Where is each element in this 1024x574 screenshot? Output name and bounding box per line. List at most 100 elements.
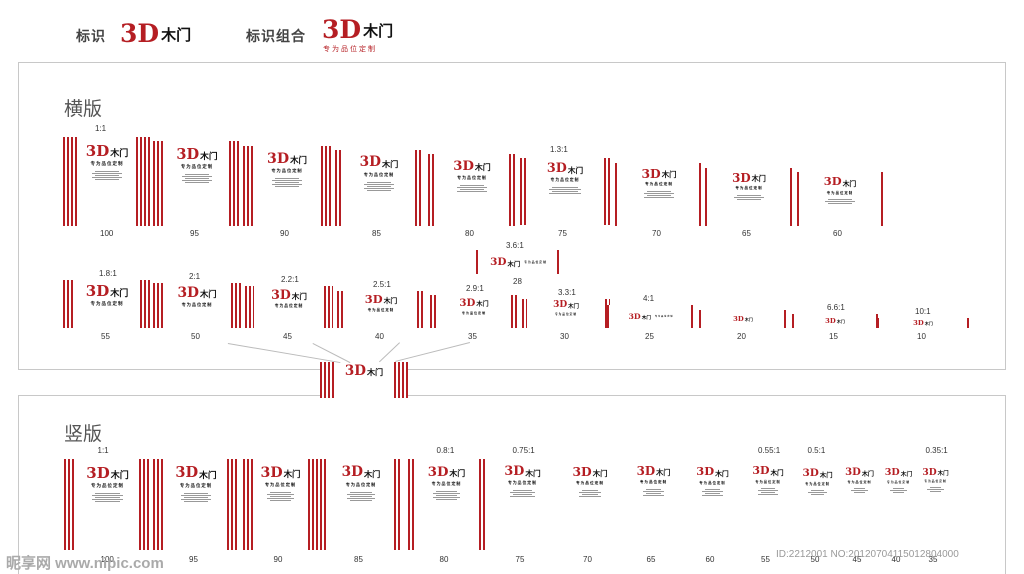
h-board-25-logo-3d: 3D (628, 311, 641, 321)
h-board-95-content: 3D 木门 专为品位定制 (165, 141, 229, 226)
h-board-95: 3D 木门 专为品位定制 (153, 141, 241, 226)
h-board-15-content: 3D 木门 (794, 314, 876, 328)
v-board-65-logo-door: 木门 (656, 469, 671, 478)
h-board-60-logo-3d: 3D (823, 174, 842, 189)
h-board-100-text-line (91, 177, 123, 179)
h-board-95-tagline: 专为品位定制 (180, 164, 214, 170)
v-board-70-logo-3d: 3D (572, 464, 592, 480)
v-board-90-stripes-left (243, 459, 253, 550)
v-board-65-text-line (645, 489, 662, 491)
h-board-30-tagline: 专为品位定制 (554, 313, 578, 317)
h-board-70-logo-door: 木门 (661, 170, 677, 180)
v-board-90-text-line (270, 492, 291, 494)
h-board-30-logo-3d: 3D (553, 300, 568, 311)
h-board-80-content: 3D 木门 专为品位定制 (435, 154, 509, 226)
h-size-65: 65 (742, 229, 751, 238)
h-board-extra-stripes-left (476, 250, 480, 274)
watermark-right: ID:2212001 NO:20120704115012804000 (776, 549, 959, 560)
h-board-80-stripes-right (509, 154, 516, 226)
h-board-25: 3D 木门 专为品位定制 (607, 305, 695, 328)
h-board-75-stripes-right (604, 158, 610, 225)
v-board-100: 3D 木门 专为品位定制 (64, 459, 151, 550)
h-board-95-text-line (181, 176, 213, 178)
v-board-70-logo-door: 木门 (592, 468, 608, 478)
combo-logo-door: 木门 (363, 23, 394, 40)
v-board-100-stripes-left (64, 459, 76, 550)
h-board-75-text-lines (549, 187, 581, 195)
h-board-85-content: 3D 木门 专为品位定制 (343, 150, 415, 226)
h-board-40-stripes-left (337, 291, 345, 328)
h-board-75-logo: 3D 木门 (547, 163, 583, 176)
h-board-45-stripes-left (245, 286, 254, 328)
v-size-60: 60 (705, 555, 715, 564)
v-board-100-text-line (92, 499, 123, 501)
h-board-40-logo: 3D 木门 (364, 291, 397, 306)
v-board-60-text-line (701, 494, 724, 496)
h-board-100-logo-door: 木门 (110, 148, 129, 159)
h-board-55-tagline: 专为品位定制 (90, 300, 124, 306)
h-board-10-logo: 3D 木门 (913, 320, 933, 327)
v-board-80-stripes-left (408, 459, 414, 550)
h-board-45: 3D 木门 专为品位定制 (245, 286, 333, 328)
v-board-95-text-line (180, 498, 212, 500)
h-board-60-text-line (827, 198, 853, 200)
h-board-60-content: 3D 木门 专为品位定制 (799, 172, 881, 226)
h-board-55-stripes-left (63, 280, 74, 328)
h-board-extra-content: 3D 木门 专为品位定制 (480, 250, 557, 274)
v-board-55-logo: 3D 木门 (752, 465, 783, 477)
h-board-70: 3D 木门 专为品位定制 (615, 163, 703, 226)
h-board-75-tagline: 专为品位定制 (550, 178, 580, 183)
v-board-95-text-lines (180, 492, 212, 502)
h-board-40-logo-3d: 3D (364, 291, 383, 306)
h-board-45-logo: 3D 木门 (271, 289, 307, 302)
v-board-90-text-line (267, 498, 294, 500)
v-size-40: 40 (891, 555, 901, 564)
v-board-60-text-line (701, 490, 724, 492)
h-board-detail-stripes-left (320, 362, 334, 398)
h-board-25-logo: 3D 木门 (629, 313, 652, 321)
v-board-80-text-line (435, 499, 458, 501)
v-board-75-content: 3D 木门 专为品位定制 (489, 459, 556, 550)
h-board-25-stripes-left (607, 305, 611, 328)
horizontal-title: 横版 (64, 99, 103, 120)
h-board-65-content: 3D 木门 专为品位定制 (708, 168, 790, 226)
v-board-45-text-lines (850, 488, 869, 494)
v-board-35-logo: 3D 木门 (922, 468, 948, 477)
h-board-65-text-line (736, 195, 762, 197)
h-board-100-text-lines (91, 171, 123, 181)
h-board-50-tagline: 专为品位定制 (181, 302, 213, 308)
h-size-60: 60 (833, 229, 842, 238)
h-board-50-stripes-left (153, 283, 163, 328)
v-board-90-logo: 3D 木门 (261, 466, 301, 480)
h-board-10-logo-door: 木门 (924, 320, 933, 326)
v-board-75-text-lines (510, 490, 535, 498)
v-board-60: 3D 木门 专为品位定制 (685, 459, 740, 550)
v-board-50-logo: 3D 木门 (802, 468, 832, 479)
v-board-55-text-line (757, 494, 779, 496)
h-board-75-text-line (552, 191, 578, 193)
h-board-90: 3D 木门 专为品位定制 (243, 146, 331, 226)
h-board-85-logo-door: 木门 (381, 159, 399, 169)
v-size-35: 35 (928, 555, 938, 564)
h-board-35-logo-door: 木门 (476, 300, 489, 308)
v-board-95: 3D 木门 专为品位定制 (153, 459, 239, 550)
v-board-70-logo: 3D 木门 (572, 464, 608, 480)
v-board-95-stripes-left (153, 459, 165, 550)
h-board-30-logo-door: 木门 (568, 304, 579, 311)
h-board-70-tagline: 专为品位定制 (644, 182, 674, 187)
h-board-65: 3D 木门 专为品位定制 (705, 168, 793, 226)
v-board-70-text-line (578, 491, 602, 493)
v-board-95-text-line (183, 492, 209, 494)
v-size-80: 80 (439, 555, 449, 564)
v-board-45-logo-3d: 3D (845, 467, 861, 478)
h-board-60: 3D 木门 专为品位定制 (797, 172, 883, 226)
v-board-65: 3D 木门 专为品位定制 (625, 459, 682, 550)
v-board-45-logo: 3D 木门 (845, 467, 874, 478)
h-size-25: 25 (645, 332, 654, 341)
h-size-30: 30 (560, 332, 569, 341)
h-board-35-stripes-right (511, 295, 518, 328)
h-size-70: 70 (652, 229, 661, 238)
h-board-80-text-line (456, 190, 488, 192)
h-board-20-content: 3D 木门 (702, 310, 784, 328)
h-board-70-text-line (643, 197, 675, 199)
